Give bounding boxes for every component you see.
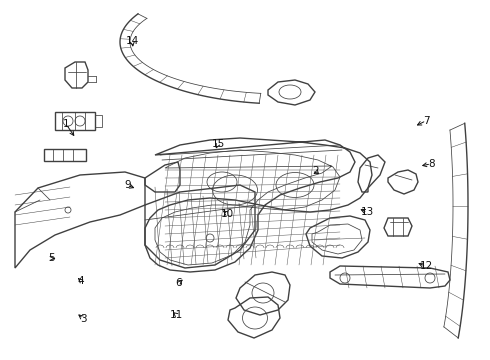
Text: 13: 13 xyxy=(361,207,374,217)
Text: 5: 5 xyxy=(48,253,55,264)
Text: 1: 1 xyxy=(63,119,70,129)
Text: 15: 15 xyxy=(211,139,225,149)
Text: 11: 11 xyxy=(170,310,183,320)
Text: 14: 14 xyxy=(125,36,139,46)
Text: 12: 12 xyxy=(419,261,433,271)
Text: 2: 2 xyxy=(313,166,319,176)
Text: 8: 8 xyxy=(428,159,435,169)
Text: 3: 3 xyxy=(80,314,87,324)
Text: 10: 10 xyxy=(221,209,234,219)
Text: 6: 6 xyxy=(175,278,182,288)
Text: 7: 7 xyxy=(423,116,430,126)
Text: 4: 4 xyxy=(77,276,84,286)
Text: 9: 9 xyxy=(124,180,131,190)
